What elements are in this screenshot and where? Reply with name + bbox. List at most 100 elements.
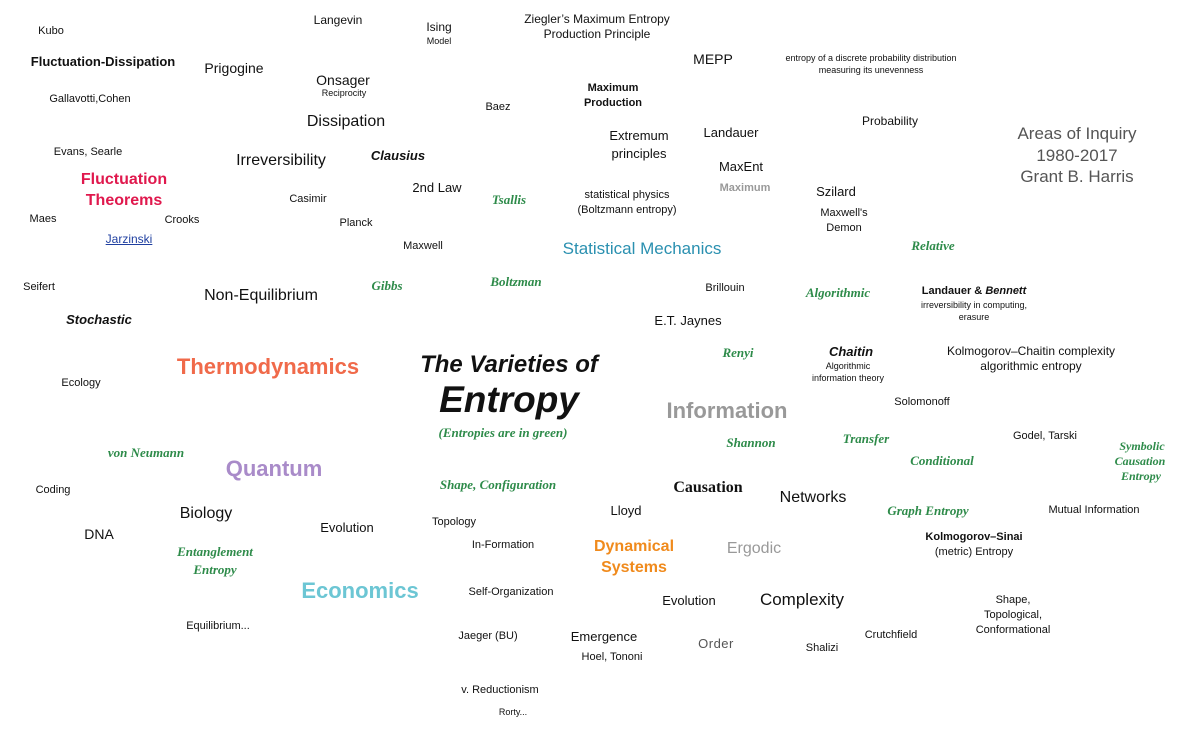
term-entanglement-entropy-line1: Entanglement [177,544,253,559]
term-kolmogorov-sinai-line2: (metric) Entropy [934,546,1014,558]
term-shape-topological-line1: Shape, [995,594,1031,606]
term-et-jaynes: E.T. Jaynes [654,313,722,328]
term-relative: Relative [911,238,955,253]
term-topology: Topology [431,516,477,528]
term-landauer: Landauer [703,125,759,140]
term-kubo: Kubo [38,25,64,37]
term-landauer-bennett-line4: erasure [958,312,990,322]
term-onsager-sub: Reciprocity [321,88,367,98]
term-baez: Baez [485,101,511,113]
term-shape-topological-line3: Conformational [975,624,1051,636]
term-boltzman: Boltzman [490,274,542,289]
term-gallavotti-cohen: Gallavotti,Cohen [49,93,131,105]
term-graph-entropy: Graph Entropy [887,503,969,518]
term-economics: Economics [301,578,419,603]
term-extremum-line1: Extremum [609,128,669,143]
attribution-line2: 1980-2017 [1036,146,1118,165]
term-evans-searle: Evans, Searle [53,146,123,158]
attribution-line3: Grant B. Harris [1020,167,1134,186]
term-renyi: Renyi [722,345,754,360]
term-complexity: Complexity [759,590,845,609]
term-tsallis: Tsallis [491,192,527,207]
term-networks: Networks [779,489,847,506]
term-self-organization: Self-Organization [468,586,554,598]
term-kolmogorov-sinai-line1: Kolmogorov–Sinai [925,531,1023,543]
term-ergodic: Ergodic [726,540,782,557]
term-evolution-mid: Evolution [662,593,716,608]
term-seifert: Seifert [23,281,55,293]
term-fluctuation-theorems-line1: Fluctuation [80,171,168,188]
term-equilibrium: Equilibrium... [186,620,250,632]
term-statistical-physics-line1: statistical physics [584,189,670,201]
term-quantum: Quantum [225,456,323,481]
term-maxwell: Maxwell [403,240,443,252]
term-ecology: Ecology [61,377,101,389]
term-mutual-information: Mutual Information [1048,504,1140,516]
term-probability: Probability [861,114,919,128]
term-ising-sub: Model [426,36,452,46]
term-coding: Coding [35,484,71,496]
term-gibbs: Gibbs [371,278,403,293]
term-evolution-left: Evolution [320,520,374,535]
term-dynamical-systems-line2: Systems [601,559,667,576]
term-shannon: Shannon [726,435,776,450]
term-2nd-law: 2nd Law [412,180,462,195]
term-in-formation: In-Formation [471,539,535,551]
term-langevin: Langevin [313,13,363,27]
term-ziegler-line1: Ziegler’s Maximum Entropy [524,12,670,26]
link-jarzinski[interactable]: Jarzinski [105,232,153,246]
term-v-reductionism: v. Reductionism [461,684,539,696]
map-title-line1: The Varieties of [420,351,598,378]
term-extremum-line2: principles [611,146,667,161]
term-chaitin: Chaitin [828,344,874,359]
term-discrete-line2: measuring its unevenness [818,65,924,75]
term-stochastic: Stochastic [66,312,132,327]
term-irreversibility: Irreversibility [236,152,326,169]
term-statistical-mechanics: Statistical Mechanics [562,239,722,258]
term-shalizi: Shalizi [805,642,839,654]
term-conditional: Conditional [910,453,974,468]
term-order: Order [698,636,734,651]
term-chaitin-sub-line1: Algorithmic [825,361,871,371]
term-brillouin: Brillouin [705,282,745,294]
term-maximum-production-line1: Maximum [587,82,639,94]
term-dynamical-systems-line1: Dynamical [593,538,675,555]
term-transfer: Transfer [842,431,890,446]
term-szilard: Szilard [816,184,856,199]
term-symbolic-causation-line1: Symbolic [1119,439,1165,453]
term-discrete-line1: entropy of a discrete probability distri… [785,53,957,63]
attribution-line1: Areas of Inquiry [1017,124,1137,143]
term-ising: Ising [426,20,452,34]
term-maes: Maes [29,213,57,225]
term-crutchfield: Crutchfield [864,629,918,641]
term-rorty: Rorty... [498,707,528,717]
term-information: Information [666,398,788,423]
map-title-line2: Entropy [439,379,579,420]
term-causation: Causation [673,479,743,496]
term-fluctuation-dissipation: Fluctuation-Dissipation [30,54,176,69]
term-maxwells-demon-line1: Maxwell's [820,207,868,219]
term-lloyd: Lloyd [610,503,642,518]
term-non-equilibrium: Non-Equilibrium [204,287,318,304]
term-onsager: Onsager [316,72,370,88]
term-symbolic-causation-line3: Entropy [1120,469,1162,483]
term-emergence: Emergence [570,629,638,644]
term-clausius: Clausius [370,148,426,163]
term-statistical-physics-line2: (Boltzmann entropy) [577,204,677,216]
term-dna: DNA [84,526,114,542]
term-hoel-tononi: Hoel, Tononi [581,651,643,663]
term-entanglement-entropy-line2: Entropy [193,562,237,577]
term-fluctuation-theorems-line2: Theorems [85,192,163,209]
map-title-note: (Entropies are in green) [438,425,568,440]
term-thermodynamics: Thermodynamics [176,354,360,379]
term-maximum: Maximum [719,182,771,194]
term-kolmogorov-chaitin-line2: algorithmic entropy [980,359,1082,373]
term-shape-topological-line2: Topological, [983,609,1043,621]
term-von-neumann: von Neumann [107,445,185,460]
term-maximum-production-line2: Production [583,97,643,109]
term-landauer-bennett: Landauer & Bennett [922,285,1027,298]
term-prigogine: Prigogine [204,60,264,76]
term-casimir: Casimir [289,193,327,205]
term-planck: Planck [339,217,373,229]
